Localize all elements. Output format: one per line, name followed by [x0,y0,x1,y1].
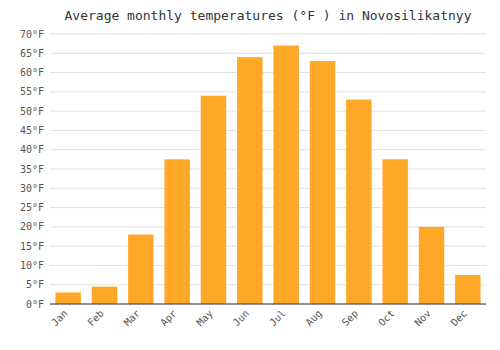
y-tick-label: 10°F [20,260,44,271]
grid-line [50,53,486,54]
bar [419,227,444,304]
y-tick-label: 25°F [20,202,44,213]
x-tick-label: Nov [412,308,433,329]
grid-line [50,111,486,112]
y-tick-label: 55°F [20,86,44,97]
bar [55,292,80,304]
x-tick-label: May [194,308,215,329]
x-tick-label: Feb [85,308,106,329]
y-tick-label: 30°F [20,183,44,194]
grid-line [50,169,486,170]
bar [237,57,262,304]
grid-line [50,34,486,35]
chart-svg: Average monthly temperatures (°F ) in No… [0,0,500,350]
x-tick-label: Apr [158,308,179,329]
y-tick-label: 0°F [26,299,44,310]
bar [201,96,226,304]
grid-line [50,188,486,189]
bar [455,275,480,304]
x-tick-label: Oct [376,308,397,329]
y-tick-label: 40°F [20,144,44,155]
y-tick-label: 60°F [20,67,44,78]
y-tick-label: 50°F [20,106,44,117]
y-tick-label: 65°F [20,48,44,59]
x-axis-line [50,304,486,305]
chart-container: Average monthly temperatures (°F ) in No… [0,0,500,350]
bar [128,235,153,304]
grid [50,34,486,304]
grid-line [50,91,486,92]
y-tick-label: 15°F [20,241,44,252]
bar [310,61,335,304]
x-tick-label: Dec [449,308,470,329]
grid-line [50,207,486,208]
grid-line [50,304,486,305]
y-tick-label: 5°F [26,279,44,290]
bars [55,46,480,304]
bar [346,100,371,304]
x-axis: Jan Feb Mar Apr May Jun Jul Aug Sep Oct Nov Dec [49,304,486,328]
bar [164,159,189,304]
x-tick-label: Jul [267,308,288,329]
y-tick-label: 35°F [20,164,44,175]
y-axis: 0°F 5°F 10°F 15°F 20°F 25°F 30°F 35°F 40°F 45°F 50… [20,29,44,310]
grid-line [50,149,486,150]
bar [92,287,117,304]
x-tick-label: Aug [303,308,324,329]
x-tick-label: Jan [49,308,70,329]
bar [273,46,298,304]
x-tick-label: Sep [340,308,361,329]
grid-line [50,72,486,73]
grid-line [50,130,486,131]
y-tick-label: 45°F [20,125,44,136]
x-tick-label: Mar [122,308,143,329]
bar [382,159,407,304]
y-tick-label: 70°F [20,29,44,40]
y-tick-label: 20°F [20,221,44,232]
x-tick-label: Jun [231,308,252,329]
title: Average monthly temperatures (°F ) in No… [65,8,472,23]
